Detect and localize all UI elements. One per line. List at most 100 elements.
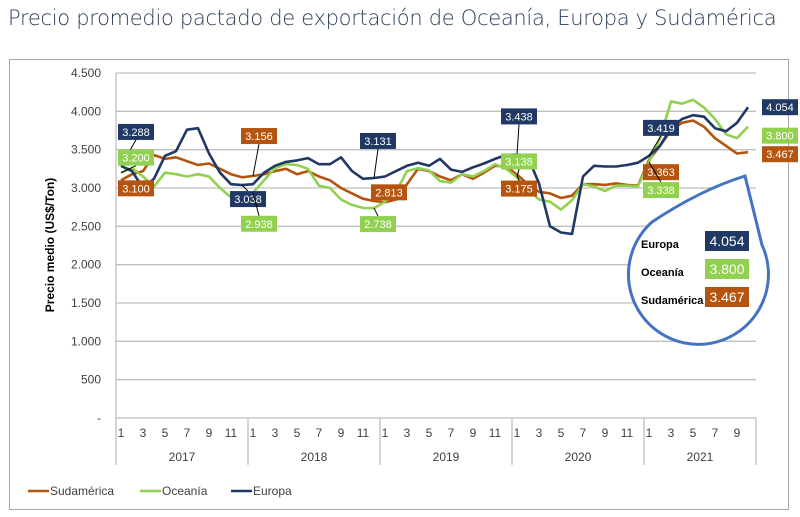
data-label: 3.200 <box>118 149 154 174</box>
data-label: 3.138 <box>501 153 537 178</box>
data-label-box <box>762 146 798 163</box>
y-tick-label: 4.000 <box>71 104 101 118</box>
x-tick-label: 9 <box>206 426 213 440</box>
x-tick-label: 7 <box>316 426 323 440</box>
x-tick-label: 1 <box>514 426 521 440</box>
data-label-box <box>118 149 154 166</box>
callout-bubble: Europa 4.054 Oceanía 3.800 Sudamérica 3.467 <box>627 174 770 346</box>
year-label: 2020 <box>565 450 592 464</box>
data-label-text: 3.200 <box>122 153 150 165</box>
data-label-text: 3.175 <box>505 184 533 196</box>
callout-value-box <box>705 259 749 279</box>
data-label-text: 4.054 <box>766 102 794 114</box>
data-label-box <box>501 153 537 170</box>
data-label: 2.938 <box>241 192 277 232</box>
x-tick-label: 1 <box>118 426 125 440</box>
x-tick-label: 7 <box>580 426 587 440</box>
x-tick-label: 3 <box>536 426 543 440</box>
x-tick-label: 1 <box>250 426 257 440</box>
data-label: 3.467 <box>762 146 798 163</box>
x-tick-label: 11 <box>225 426 238 440</box>
data-label: 3.100 <box>118 180 154 197</box>
x-tick-label: 3 <box>140 426 147 440</box>
leader-line <box>241 184 249 192</box>
x-tick-label: 11 <box>357 426 370 440</box>
data-label-box <box>118 180 154 197</box>
data-label-text: 3.100 <box>122 183 150 195</box>
y-axis-label: Precio medio (US$/Ton) <box>43 178 57 312</box>
x-tick-label: 5 <box>690 426 697 440</box>
x-tick-label: 9 <box>602 426 609 440</box>
data-label: 3.419 <box>643 119 679 157</box>
leader-line <box>120 165 137 174</box>
x-tick-label: 9 <box>338 426 345 440</box>
leader-line <box>648 135 662 157</box>
data-label: 3.288 <box>118 123 154 167</box>
data-label: 2.738 <box>360 207 396 233</box>
data-label-text: 3.338 <box>647 185 675 197</box>
data-label-text: 3.467 <box>766 149 794 161</box>
legend: Sudamérica Oceanía Europa <box>28 484 292 498</box>
data-label-box <box>118 123 154 140</box>
y-tick-label: 4.500 <box>71 66 101 80</box>
chart-frame <box>9 59 789 510</box>
data-label-box <box>501 180 537 197</box>
x-tick-label: 1 <box>382 426 389 440</box>
callout-value: 4.054 <box>709 233 744 249</box>
data-label-box <box>360 132 396 149</box>
data-label-box <box>643 119 679 136</box>
x-tick-label: 5 <box>426 426 433 440</box>
year-label: 2021 <box>687 450 714 464</box>
data-label-text: 3.138 <box>505 156 533 168</box>
data-label-box <box>241 215 277 232</box>
data-label: 3.038 <box>230 184 266 208</box>
data-label: 3.338 <box>643 161 679 199</box>
y-axis: - 500 1.000 1.500 2.000 2.500 3.000 3.500 4.000 4… <box>71 66 101 425</box>
legend-label: Europa <box>253 484 292 498</box>
data-label-box <box>241 128 277 145</box>
data-label-text: 3.363 <box>647 167 675 179</box>
x-tick-label: 9 <box>470 426 477 440</box>
x-tick-label: 11 <box>489 426 502 440</box>
y-tick-label: 3.500 <box>71 143 101 157</box>
data-label-text: 2.938 <box>245 219 273 231</box>
data-label-text: 3.288 <box>122 127 150 139</box>
y-tick-label: 500 <box>81 373 101 387</box>
legend-label: Sudamérica <box>50 484 114 498</box>
data-label-box <box>501 108 537 125</box>
series-line-europa <box>120 106 750 236</box>
data-label-text: 2.813 <box>375 187 403 199</box>
data-label-box <box>643 164 679 181</box>
y-tick-label: 3.000 <box>71 181 101 195</box>
data-label-text: 3.800 <box>766 131 794 143</box>
x-tick-label: 11 <box>621 426 634 440</box>
leader-line <box>516 124 520 155</box>
leader-line <box>516 174 520 181</box>
data-label-box <box>371 184 407 201</box>
callout-value: 3.467 <box>709 289 744 305</box>
x-tick-label: 5 <box>558 426 565 440</box>
data-label-box <box>762 99 798 116</box>
leader-line <box>373 207 379 217</box>
leader-line <box>373 148 379 179</box>
x-tick-label: 3 <box>668 426 675 440</box>
data-label: 3.175 <box>501 174 537 197</box>
x-tick-label: 5 <box>294 426 301 440</box>
data-label-text: 3.419 <box>647 123 675 135</box>
data-label: 3.156 <box>241 128 277 177</box>
data-labels: 3.288 3.200 3.100 3.156 3.038 2.938 3.131 2.813… <box>118 99 798 233</box>
x-tick-label: 3 <box>272 426 279 440</box>
data-label-box <box>643 182 679 199</box>
year-label: 2018 <box>301 450 328 464</box>
y-tick-label: 2.000 <box>71 258 101 272</box>
callout-value: 3.800 <box>709 261 744 277</box>
data-label-text: 3.038 <box>234 194 262 206</box>
data-label-text: 3.131 <box>364 136 392 148</box>
callout-value-box <box>705 287 749 307</box>
x-tick-label: 9 <box>734 426 741 440</box>
data-label: 4.054 <box>762 99 798 116</box>
data-label: 3.131 <box>360 132 396 179</box>
leader-line <box>648 161 662 183</box>
